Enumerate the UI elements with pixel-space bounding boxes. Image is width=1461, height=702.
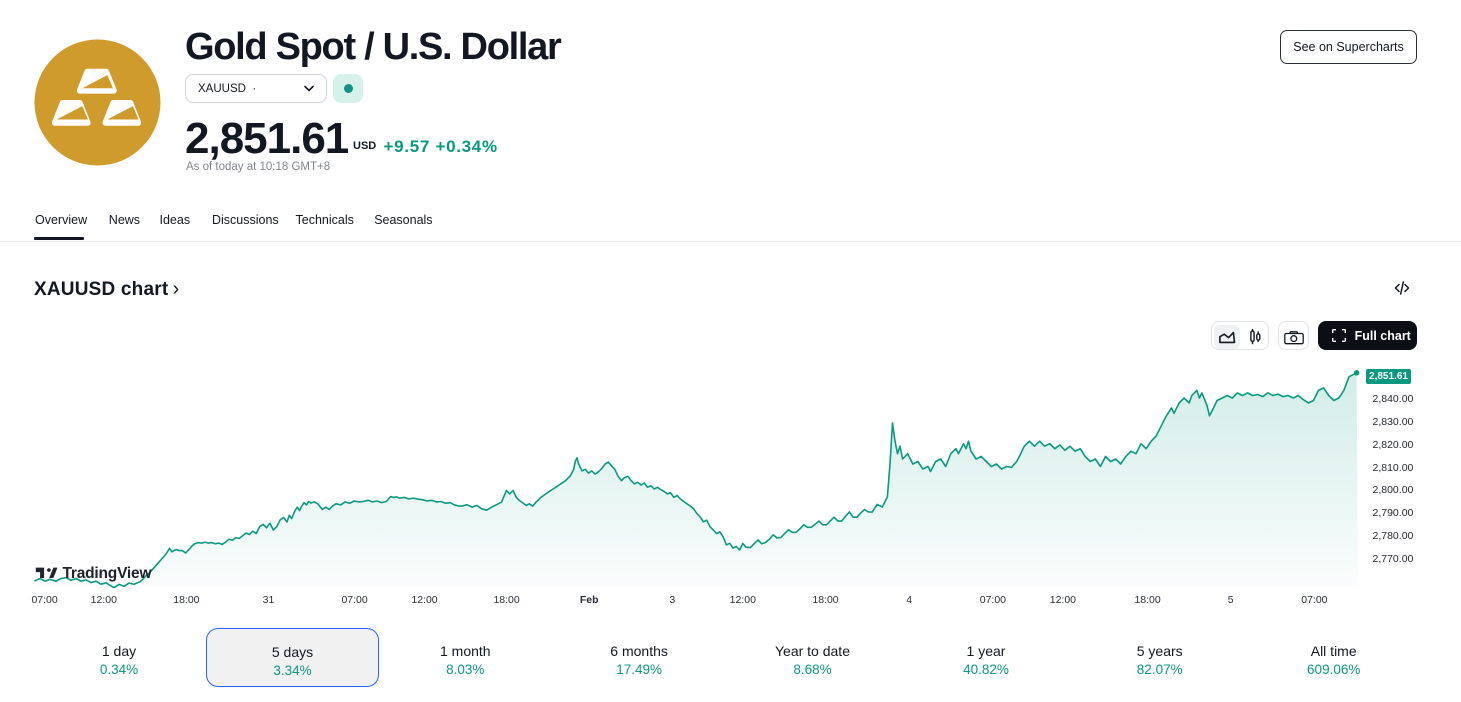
svg-text:TradingView: TradingView xyxy=(63,565,153,582)
